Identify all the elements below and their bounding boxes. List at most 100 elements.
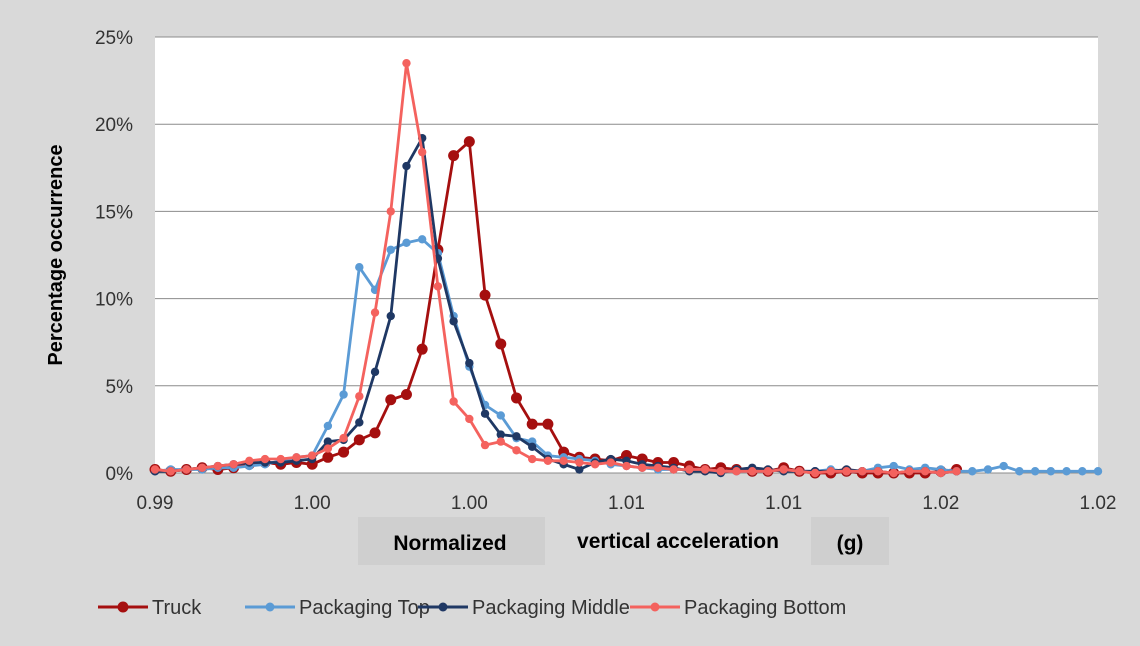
data-point bbox=[479, 289, 491, 301]
data-point bbox=[355, 392, 364, 401]
x-tick-label: 1.00 bbox=[294, 493, 331, 514]
data-point bbox=[763, 467, 773, 476]
data-point bbox=[512, 446, 521, 455]
data-point bbox=[449, 317, 458, 326]
data-point bbox=[622, 461, 631, 471]
y-axis-label: Percentage occurrence bbox=[45, 144, 67, 365]
legend-label: Packaging Middle bbox=[472, 597, 630, 619]
series-layer bbox=[149, 58, 1103, 479]
data-point bbox=[842, 467, 851, 476]
data-point bbox=[166, 467, 175, 476]
data-point bbox=[416, 343, 428, 355]
legend-label: Packaging Top bbox=[299, 597, 430, 619]
data-point bbox=[590, 460, 600, 469]
data-point bbox=[370, 308, 380, 317]
data-point bbox=[322, 451, 334, 463]
data-point bbox=[606, 458, 615, 467]
data-point bbox=[323, 437, 333, 446]
data-point bbox=[889, 461, 898, 471]
data-point bbox=[386, 245, 395, 254]
data-point bbox=[338, 446, 350, 458]
x-tick-labels: 0.99 1.00 1.00 1.01 1.01 1.02 1.02 bbox=[137, 493, 1117, 514]
data-point bbox=[495, 338, 507, 350]
data-point bbox=[339, 433, 348, 443]
data-point bbox=[858, 467, 867, 476]
data-point bbox=[826, 467, 836, 476]
data-point bbox=[465, 414, 474, 424]
data-point bbox=[700, 465, 710, 474]
data-point bbox=[1046, 467, 1056, 476]
data-point bbox=[402, 238, 411, 247]
y-tick-label: 20% bbox=[95, 115, 133, 136]
data-point bbox=[669, 465, 678, 474]
data-point bbox=[386, 311, 395, 321]
x-tick-label: 1.01 bbox=[608, 493, 645, 514]
data-point bbox=[936, 468, 946, 478]
x-label-box-1 bbox=[358, 517, 545, 565]
plot-area bbox=[155, 37, 1098, 473]
data-point bbox=[353, 434, 365, 446]
data-point bbox=[526, 418, 538, 430]
data-point bbox=[510, 392, 522, 404]
data-point bbox=[1093, 467, 1103, 476]
data-point bbox=[575, 458, 584, 467]
legend-swatch-marker bbox=[265, 602, 275, 612]
data-point bbox=[433, 282, 443, 291]
data-point bbox=[213, 461, 223, 471]
legend-item: Packaging Middle bbox=[418, 597, 630, 619]
data-point bbox=[999, 461, 1008, 471]
data-point bbox=[463, 136, 475, 148]
data-point bbox=[496, 411, 505, 420]
data-point bbox=[685, 465, 694, 474]
x-tick-label: 1.01 bbox=[765, 493, 802, 514]
data-point bbox=[370, 367, 380, 377]
data-point bbox=[339, 390, 348, 399]
data-point bbox=[417, 235, 427, 244]
data-point bbox=[653, 463, 663, 472]
series-packaging-bottom bbox=[150, 58, 961, 478]
data-point bbox=[323, 444, 333, 453]
data-point bbox=[292, 453, 301, 462]
data-point bbox=[732, 467, 741, 476]
data-point bbox=[448, 150, 460, 162]
data-point bbox=[402, 161, 411, 171]
data-point bbox=[355, 263, 364, 272]
data-point bbox=[905, 467, 914, 476]
y-tick-label: 25% bbox=[95, 28, 133, 49]
data-point bbox=[983, 465, 993, 474]
data-point bbox=[229, 460, 238, 469]
data-point bbox=[465, 358, 474, 368]
data-point bbox=[512, 432, 521, 441]
data-point bbox=[638, 463, 647, 472]
legend-swatch-marker bbox=[438, 602, 448, 612]
x-axis-label-part-2: vertical acceleration bbox=[577, 530, 779, 553]
data-point bbox=[575, 465, 584, 474]
data-point bbox=[496, 430, 505, 439]
data-point bbox=[323, 421, 333, 431]
data-point bbox=[1062, 467, 1071, 476]
data-point bbox=[150, 465, 160, 474]
data-point bbox=[528, 442, 537, 452]
data-point bbox=[779, 465, 788, 474]
data-point bbox=[1015, 467, 1024, 476]
x-tick-label: 1.00 bbox=[451, 493, 488, 514]
data-point bbox=[920, 467, 930, 476]
y-tick-labels: 0% 5% 10% 15% 20% 25% bbox=[95, 28, 133, 485]
data-point bbox=[386, 207, 395, 216]
x-axis-label-part-1: Normalized bbox=[393, 532, 506, 555]
data-point bbox=[748, 467, 757, 476]
data-point bbox=[369, 427, 381, 439]
data-point bbox=[496, 437, 505, 446]
series-line-packaging-bottom bbox=[154, 61, 957, 475]
data-point bbox=[543, 456, 553, 465]
y-tick-label: 10% bbox=[95, 290, 133, 311]
data-point bbox=[1078, 467, 1087, 476]
legend: Truck Packaging Top Packaging Middle Packag… bbox=[98, 597, 846, 619]
data-point bbox=[480, 440, 490, 450]
x-tick-label: 1.02 bbox=[922, 493, 959, 514]
y-tick-label: 0% bbox=[106, 464, 134, 485]
data-point bbox=[307, 451, 317, 460]
x-axis-label-part-3: (g) bbox=[837, 532, 864, 555]
